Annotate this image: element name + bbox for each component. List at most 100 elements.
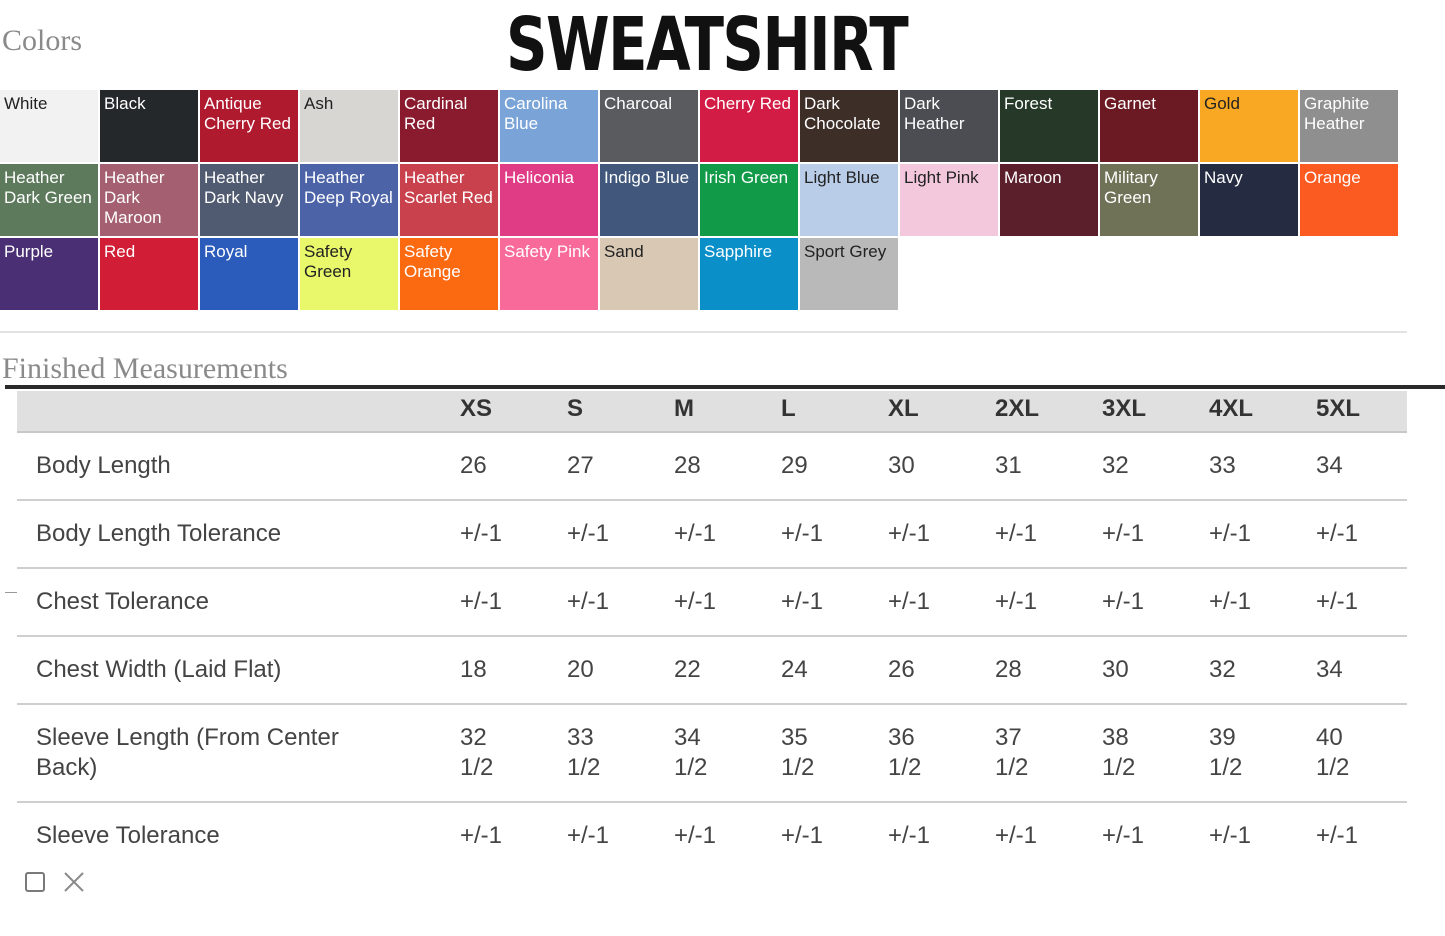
table-cell: 28 [995,656,1022,683]
color-swatch-white[interactable]: White [0,90,98,162]
table-cell: 39 1/2 [1209,724,1243,781]
color-swatch-maroon[interactable]: Maroon [1000,164,1098,236]
table-cell: +/-1 [1102,822,1145,849]
table-cell: +/-1 [1102,520,1145,547]
table-cell: 26 [888,656,915,683]
color-swatch-dark-chocolate[interactable]: Dark Chocolate [800,90,898,162]
table-cell: +/-1 [888,588,931,615]
table-cell: +/-1 [888,520,931,547]
measurements-table: XS S M L XL 2XL 3XL 4XL 5XL Body Length 26 27 28 29 3… [17,391,1407,869]
color-swatch-charcoal[interactable]: Charcoal [600,90,698,162]
color-swatch-military-green[interactable]: Military Green [1100,164,1198,236]
table-cell: 32 [1209,656,1236,683]
table-cell: +/-1 [1316,588,1359,615]
size-header-l: L [781,395,796,422]
color-swatch-heather-dark-green[interactable]: Heather Dark Green [0,164,98,236]
color-swatch-heather-deep-royal[interactable]: Heather Deep Royal [300,164,398,236]
table-cell: +/-1 [995,588,1038,615]
color-swatch-graphite-heather[interactable]: Graphite Heather [1300,90,1398,162]
table-row: Body Length Tolerance +/-1 +/-1 +/-1 +/-1 +/-… [17,501,1407,569]
table-cell: +/-1 [995,520,1038,547]
table-header-row: XS S M L XL 2XL 3XL 4XL 5XL [17,391,1407,433]
table-row: Body Length 26 27 28 29 30 31 32 33 34 [17,433,1407,501]
table-cell: 30 [888,452,915,479]
section-divider [0,331,1407,333]
table-cell: 35 1/2 [781,724,815,781]
row-label: Chest Tolerance [36,588,209,615]
table-cell: 24 [781,656,808,683]
color-swatch-heliconia[interactable]: Heliconia [500,164,598,236]
color-swatch-cardinal-red[interactable]: Cardinal Red [400,90,498,162]
color-swatch-orange[interactable]: Orange [1300,164,1398,236]
table-cell: +/-1 [781,588,824,615]
size-header-5xl: 5XL [1316,395,1361,422]
table-cell: +/-1 [1209,588,1252,615]
table-cell: 22 [674,656,701,683]
table-cell: +/-1 [781,520,824,547]
color-swatch-irish-green[interactable]: Irish Green [700,164,798,236]
color-swatch-forest[interactable]: Forest [1000,90,1098,162]
table-cell: +/-1 [460,822,503,849]
table-cell: 32 1/2 [460,724,494,781]
color-swatch-gold[interactable]: Gold [1200,90,1298,162]
table-row: Chest Width (Laid Flat) 18 20 22 24 26 28 30 32 3… [17,637,1407,705]
color-swatch-safety-orange[interactable]: Safety Orange [400,238,498,310]
table-cell: 37 1/2 [995,724,1029,781]
color-swatch-heather-dark-navy[interactable]: Heather Dark Navy [200,164,298,236]
color-swatch-safety-green[interactable]: Safety Green [300,238,398,310]
color-swatch-sport-grey[interactable]: Sport Grey [800,238,898,310]
color-swatch-safety-pink[interactable]: Safety Pink [500,238,598,310]
size-header-xs: XS [460,395,493,422]
table-cell: 33 1/2 [567,724,601,781]
color-swatch-carolina-blue[interactable]: Carolina Blue [500,90,598,162]
size-header-xl: XL [888,395,919,422]
table-cell: +/-1 [1316,520,1359,547]
table-cell: +/-1 [888,822,931,849]
color-swatch-navy[interactable]: Navy [1200,164,1298,236]
table-cell: +/-1 [1102,588,1145,615]
table-cell: +/-1 [674,822,717,849]
checkbox-icon[interactable] [25,872,45,892]
table-cell: +/-1 [567,520,610,547]
table-cell: 32 [1102,452,1129,479]
color-swatch-purple[interactable]: Purple [0,238,98,310]
color-swatch-sand[interactable]: Sand [600,238,698,310]
table-cell: +/-1 [460,520,503,547]
table-cell: +/-1 [995,822,1038,849]
table-cell: +/-1 [781,822,824,849]
row-label: Sleeve Tolerance [36,822,220,849]
table-cell: 26 [460,452,487,479]
color-swatch-cherry-red[interactable]: Cherry Red [700,90,798,162]
color-swatch-black[interactable]: Black [100,90,198,162]
table-cell: 28 [674,452,701,479]
color-swatch-garnet[interactable]: Garnet [1100,90,1198,162]
table-cell: 33 [1209,452,1236,479]
table-cell: 34 1/2 [674,724,708,781]
color-swatch-sapphire[interactable]: Sapphire [700,238,798,310]
measurements-heading: Finished Measurements [2,352,288,385]
table-cell: 31 [995,452,1022,479]
close-icon[interactable] [60,868,88,896]
row-label: Body Length Tolerance [36,520,282,547]
color-swatch-light-pink[interactable]: Light Pink [900,164,998,236]
table-row: Sleeve Length (From Center Back) 32 1/2 33… [17,705,1407,803]
page-title: SWEATSHIRT [506,2,909,88]
color-swatch-red[interactable]: Red [100,238,198,310]
colors-heading: Colors [2,24,83,57]
size-header-4xl: 4XL [1209,395,1254,422]
color-swatch-ash[interactable]: Ash [300,90,398,162]
color-swatch-heather-scarlet-red[interactable]: Heather Scarlet Red [400,164,498,236]
color-swatch-light-blue[interactable]: Light Blue [800,164,898,236]
table-row: Chest Tolerance +/-1 +/-1 +/-1 +/-1 +/-1 +/-1 +… [17,569,1407,637]
color-swatch-dark-heather[interactable]: Dark Heather [900,90,998,162]
size-header-3xl: 3XL [1102,395,1147,422]
size-header-m: M [674,395,694,422]
table-cell: 36 1/2 [888,724,922,781]
row-label: Body Length [36,452,171,479]
color-swatch-royal[interactable]: Royal [200,238,298,310]
table-cell: +/-1 [1316,822,1359,849]
table-cell: 38 1/2 [1102,724,1136,781]
color-swatch-indigo-blue[interactable]: Indigo Blue [600,164,698,236]
color-swatch-antique-cherry-red[interactable]: Antique Cherry Red [200,90,298,162]
color-swatch-heather-dark-maroon[interactable]: Heather Dark Maroon [100,164,198,236]
